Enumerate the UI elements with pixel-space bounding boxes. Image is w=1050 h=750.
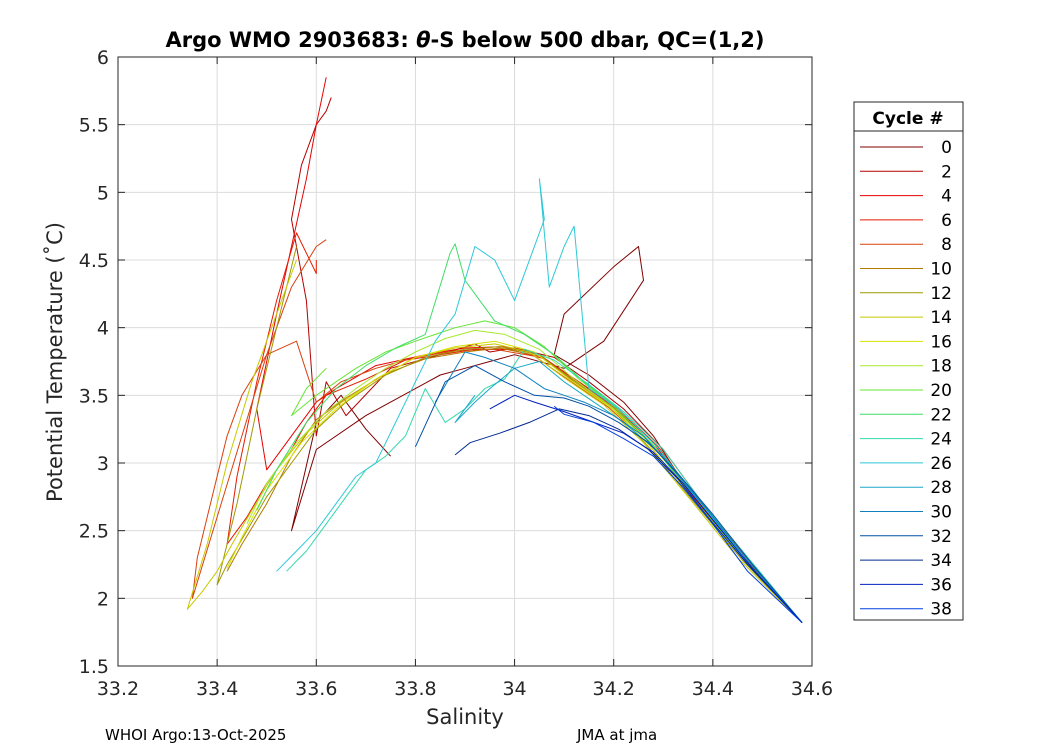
legend-title: Cycle # xyxy=(872,109,943,129)
y-tick-label: 3 xyxy=(97,453,109,475)
legend-label: 36 xyxy=(930,575,952,595)
series-line-cycle-30 xyxy=(434,351,803,624)
legend-label: 18 xyxy=(930,357,952,377)
legend-label: 4 xyxy=(941,187,952,207)
footer-agency: JMA at jma xyxy=(577,726,658,744)
footer-source: WHOI Argo:13-Oct-2025 xyxy=(105,726,287,744)
legend-box xyxy=(853,101,964,621)
legend-label: 12 xyxy=(930,284,952,304)
y-tick-label: 5.5 xyxy=(79,115,109,137)
legend-label: 10 xyxy=(930,260,952,280)
y-axis-label: Potential Temperature (˚C) xyxy=(43,222,67,502)
chart-title: Argo WMO 2903683: θ-S below 500 dbar, QC… xyxy=(165,28,764,52)
series-layer xyxy=(186,77,803,624)
series-line-cycle-8 xyxy=(191,239,803,624)
series-line-cycle-24 xyxy=(286,348,803,624)
x-tick-label: 33.4 xyxy=(196,678,238,700)
x-tick-label: 34 xyxy=(502,678,526,700)
legend-label: 24 xyxy=(930,430,952,450)
series-line-cycle-0 xyxy=(291,246,803,624)
legend-label: 0 xyxy=(941,138,952,158)
y-tick-label: 4 xyxy=(97,318,109,340)
legend-label: 14 xyxy=(930,308,952,328)
legend-label: 6 xyxy=(941,211,952,231)
series-line-cycle-38 xyxy=(553,405,803,624)
y-tick-label: 3.5 xyxy=(79,385,109,407)
series-line-cycle-36 xyxy=(489,394,803,624)
x-tick-label: 33.8 xyxy=(394,678,436,700)
plot-area xyxy=(118,57,812,666)
y-tick-label: 5 xyxy=(97,182,109,204)
y-tick-label: 6 xyxy=(97,47,109,69)
legend: Cycle # 02468101214161820222426283032343… xyxy=(853,101,964,621)
x-axis-label: Salinity xyxy=(426,705,504,729)
legend-label: 26 xyxy=(930,454,952,474)
y-tick-label: 2.5 xyxy=(79,521,109,543)
legend-label: 22 xyxy=(930,405,952,425)
series-line-cycle-34 xyxy=(454,408,803,624)
y-tick-label: 4.5 xyxy=(79,250,109,272)
x-tick-label: 34.6 xyxy=(791,678,833,700)
x-tick-label: 33.2 xyxy=(97,678,139,700)
legend-label: 8 xyxy=(941,235,952,255)
series-line-cycle-14 xyxy=(186,259,803,624)
x-tick-label: 34.2 xyxy=(593,678,635,700)
legend-label: 34 xyxy=(930,551,952,571)
legend-label: 32 xyxy=(930,527,952,547)
x-axis-ticks: 33.2 33.4 33.6 33.8 34 34.2 34.4 34.6 xyxy=(97,57,833,700)
legend-label: 20 xyxy=(930,381,952,401)
y-tick-label: 1.5 xyxy=(79,656,109,678)
x-tick-label: 34.4 xyxy=(692,678,734,700)
series-line-cycle-26 xyxy=(276,178,803,624)
legend-label: 2 xyxy=(941,162,952,182)
series-line-cycle-28 xyxy=(454,361,803,624)
legend-label: 16 xyxy=(930,332,952,352)
legend-label: 30 xyxy=(930,503,952,523)
y-tick-label: 2 xyxy=(97,588,109,610)
plot-frame xyxy=(117,56,813,667)
y-axis-ticks: 1.5 2 2.5 3 3.5 4 4.5 5 5.5 6 xyxy=(79,47,812,678)
series-line-cycle-32 xyxy=(414,365,803,624)
legend-label: 38 xyxy=(930,600,952,620)
x-tick-label: 33.6 xyxy=(295,678,337,700)
legend-label: 28 xyxy=(930,478,952,498)
